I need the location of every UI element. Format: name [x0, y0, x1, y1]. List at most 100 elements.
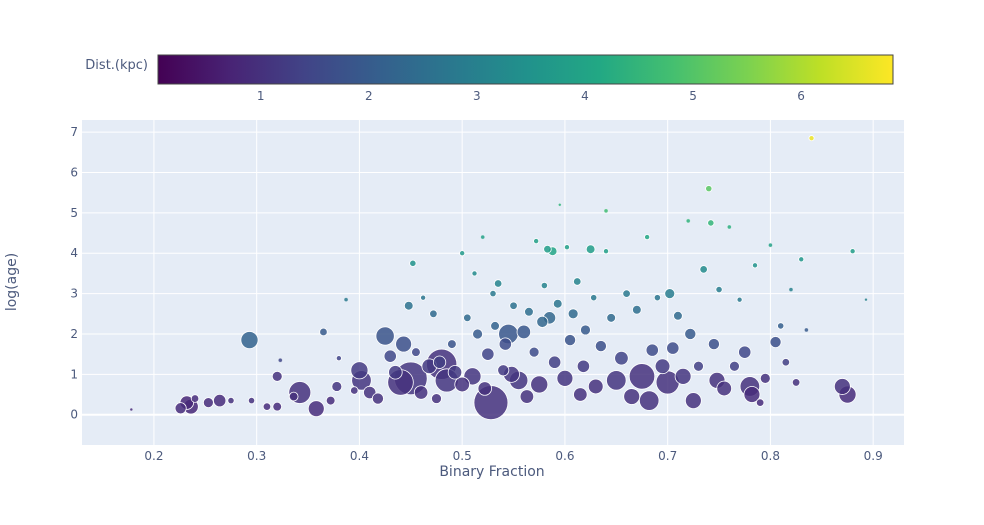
data-point — [413, 385, 429, 400]
data-point — [556, 369, 574, 387]
data-point — [738, 345, 752, 359]
data-point — [768, 243, 773, 248]
data-point — [350, 361, 369, 380]
data-point — [585, 244, 596, 254]
data-point — [472, 328, 483, 340]
colorbar — [157, 54, 894, 85]
data-point — [777, 322, 785, 330]
data-point — [516, 324, 532, 340]
x-axis-title: Binary Fraction — [439, 464, 544, 480]
y-tick-label: 7 — [70, 125, 78, 139]
data-point — [644, 234, 651, 241]
data-point — [664, 288, 676, 300]
data-point — [350, 386, 359, 395]
data-point — [684, 392, 702, 409]
data-point — [202, 397, 214, 409]
data-point — [490, 321, 500, 331]
data-point — [480, 234, 485, 240]
data-point — [614, 350, 629, 366]
data-point — [447, 339, 457, 349]
data-point — [684, 327, 697, 340]
data-point — [459, 250, 466, 257]
data-point — [587, 378, 604, 395]
data-point — [493, 279, 503, 288]
data-point — [447, 365, 463, 380]
data-point — [262, 402, 272, 411]
data-point — [471, 270, 478, 277]
data-point — [666, 341, 680, 355]
data-point — [190, 394, 200, 403]
data-point — [288, 391, 299, 402]
data-point — [403, 300, 414, 311]
colorbar-tick-label: 3 — [473, 89, 481, 103]
x-tick-label: 0.3 — [247, 449, 266, 463]
y-axis-title: log(age) — [4, 253, 20, 311]
data-point — [375, 326, 395, 346]
data-point — [645, 343, 659, 357]
data-point — [788, 287, 794, 292]
data-point — [628, 363, 656, 390]
data-point — [808, 135, 815, 142]
data-point — [272, 401, 283, 412]
y-tick-label: 6 — [70, 165, 78, 179]
data-point — [623, 388, 641, 405]
data-point — [432, 355, 447, 369]
data-point — [533, 238, 540, 245]
data-point — [716, 380, 732, 397]
data-point — [331, 381, 343, 392]
y-tick-label: 4 — [70, 246, 78, 260]
colorbar-tick-label: 1 — [257, 89, 265, 103]
data-point — [752, 262, 759, 269]
data-point — [463, 313, 472, 323]
data-point — [576, 359, 591, 373]
data-point — [638, 390, 660, 411]
data-point — [548, 355, 562, 369]
data-point — [271, 370, 283, 382]
data-point — [489, 290, 497, 298]
data-point — [411, 347, 421, 357]
data-point — [343, 297, 349, 302]
data-point — [622, 289, 631, 298]
data-point — [759, 372, 771, 384]
y-tick-label: 1 — [70, 367, 78, 381]
data-point — [673, 311, 683, 321]
data-point — [558, 203, 562, 207]
y-tick-label: 0 — [70, 408, 78, 422]
data-point — [632, 304, 642, 315]
data-point — [590, 294, 598, 302]
data-point — [278, 358, 283, 363]
data-point — [429, 309, 438, 318]
data-point — [791, 378, 801, 387]
data-point — [129, 407, 133, 412]
x-tick-label: 0.5 — [453, 449, 472, 463]
data-point — [420, 294, 427, 301]
data-point — [606, 370, 627, 391]
colorbar-tick-label: 6 — [797, 89, 805, 103]
data-point — [543, 244, 552, 254]
data-point — [213, 393, 227, 408]
data-point — [729, 360, 740, 372]
data-point — [477, 381, 492, 396]
data-point — [654, 358, 671, 375]
colorbar-title: Dist.(kpc) — [85, 58, 148, 73]
colorbar-ticks: 1 2 3 4 5 6 — [257, 89, 805, 103]
data-point — [431, 393, 442, 404]
data-point — [573, 387, 588, 402]
data-point — [580, 324, 591, 336]
y-tick-label: 3 — [70, 287, 78, 301]
x-tick-label: 0.8 — [761, 449, 780, 463]
x-tick-label: 0.9 — [864, 449, 883, 463]
data-point — [849, 248, 856, 255]
data-point — [371, 392, 384, 405]
data-point — [564, 334, 577, 347]
data-point — [781, 358, 791, 367]
data-point — [743, 386, 761, 403]
data-point — [383, 349, 397, 363]
data-point — [573, 277, 582, 286]
data-point — [240, 331, 259, 350]
data-point — [606, 313, 616, 323]
data-point — [481, 347, 495, 361]
data-point — [536, 315, 549, 328]
data-point — [603, 208, 609, 213]
colorbar-tick-label: 5 — [689, 89, 697, 103]
